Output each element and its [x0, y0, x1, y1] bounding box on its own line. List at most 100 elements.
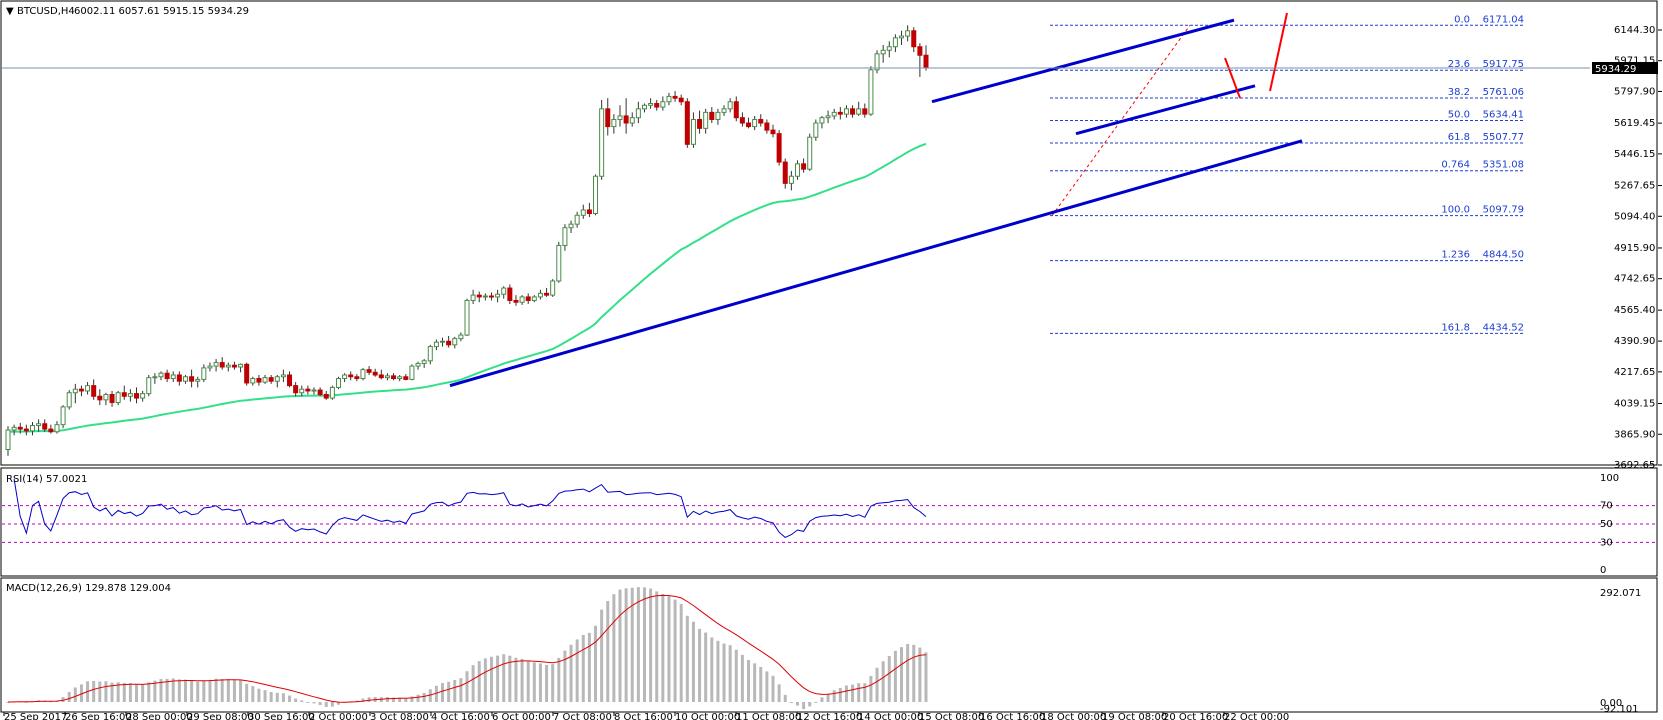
macd-histogram-bar: [655, 591, 659, 702]
macd-histogram-bar: [728, 645, 732, 702]
macd-histogram-bar: [594, 625, 598, 702]
fib-price: 5761.06: [1483, 87, 1524, 98]
price-scale-label: 5094.40: [1614, 211, 1655, 222]
macd-label: MACD(12,26,9) 129.878 129.004: [6, 583, 171, 594]
bear-candle: [97, 395, 103, 401]
macd-scale-label: -92.101: [1600, 704, 1639, 715]
macd-histogram-bar: [661, 593, 665, 702]
bear-candle: [770, 129, 776, 135]
price-scale-label: 3865.90: [1614, 429, 1655, 440]
price-scale-label: 5797.90: [1614, 86, 1655, 97]
time-label: 3 Oct 08:00: [370, 712, 429, 720]
price-scale-label: 5619.45: [1614, 118, 1655, 129]
rsi-line: [13, 478, 927, 538]
macd-histogram-bar: [820, 697, 824, 702]
time-label: 30 Sep 16:00: [248, 712, 315, 720]
bull-candle: [593, 175, 599, 215]
bull-candle: [905, 30, 911, 37]
bull-candle: [36, 423, 42, 427]
down-arrow-line: [1224, 57, 1241, 99]
macd-histogram-bar: [520, 658, 524, 702]
macd-histogram-bar: [196, 681, 200, 702]
macd-histogram-bar: [453, 679, 457, 702]
bear-candle: [256, 378, 262, 383]
macd-histogram-bar: [214, 678, 218, 702]
macd-histogram-bar: [722, 643, 726, 702]
macd-histogram-bar: [514, 657, 518, 702]
macd-histogram-bar: [159, 678, 163, 702]
macd-histogram-bar: [814, 701, 818, 703]
bull-candle: [495, 293, 501, 298]
macd-histogram-bar: [893, 650, 897, 702]
price-scale-label: 5971.15: [1614, 56, 1655, 67]
bull-candle: [843, 108, 849, 115]
bull-candle: [868, 69, 874, 115]
bear-candle: [605, 108, 611, 128]
fib-ratio: 161.8: [1441, 322, 1470, 333]
symbol-label: BTCUSD,H4: [17, 6, 75, 17]
price-scale: 6144.30 5971.15 5797.90 5619.45 5446.15 5267.…: [1614, 25, 1662, 471]
macd-histogram-bar: [141, 684, 145, 702]
macd-histogram-bar: [851, 684, 855, 702]
bull-candle: [127, 393, 133, 397]
macd-indicator: 292.071 0.00-92.101: [6, 587, 1641, 715]
macd-histogram-bar: [759, 666, 763, 702]
bull-candle: [146, 377, 152, 395]
macd-histogram-bar: [698, 628, 702, 702]
price-scale-label: 4217.65: [1614, 367, 1655, 378]
bear-candle: [366, 369, 372, 373]
bull-candle: [458, 334, 464, 340]
time-label: 26 Sep 16:00: [65, 712, 132, 720]
bear-candle: [733, 101, 739, 119]
macd-histogram-bar: [747, 660, 751, 702]
fib-ratio: 50.0: [1448, 109, 1470, 120]
macd-histogram-bar: [165, 678, 169, 702]
rsi-panel-frame: [0, 467, 1658, 577]
bull-candle: [213, 362, 219, 367]
bull-candle: [201, 367, 207, 380]
macd-histogram-bar: [330, 702, 334, 707]
bear-candle: [684, 101, 690, 145]
moving-average: [7, 142, 927, 433]
macd-histogram-bar: [275, 692, 279, 702]
macd-histogram-bar: [563, 650, 567, 702]
macd-histogram-bar: [624, 588, 628, 702]
macd-histogram-bar: [398, 697, 402, 702]
rsi-label: RSI(14) 57.0021: [6, 474, 87, 485]
bull-candle: [580, 209, 586, 216]
bear-candle: [317, 389, 323, 395]
macd-histogram-bar: [147, 682, 151, 702]
bull-candle: [262, 377, 268, 383]
time-label: 8 Oct 16:00: [614, 712, 673, 720]
macd-histogram-bar: [128, 683, 132, 702]
bull-candle: [329, 386, 335, 399]
bear-candle: [513, 299, 519, 303]
bull-candle: [727, 101, 733, 110]
time-label: 6 Oct 00:00: [492, 712, 551, 720]
macd-histogram-bar: [716, 640, 720, 702]
bull-candle: [666, 95, 672, 103]
bull-candle: [611, 118, 617, 128]
macd-histogram-bar: [257, 688, 261, 702]
bull-candle: [335, 378, 341, 388]
macd-histogram-bar: [67, 691, 71, 702]
macd-histogram-bar: [336, 702, 340, 705]
macd-histogram-bar: [404, 698, 408, 702]
macd-histogram-bar: [918, 647, 922, 702]
macd-histogram-bar: [428, 689, 432, 702]
macd-histogram-bar: [465, 671, 469, 702]
macd-histogram-bar: [900, 647, 904, 702]
bull-candle: [464, 299, 470, 336]
price-scale-label: 4915.90: [1614, 243, 1655, 254]
bull-candle: [556, 244, 562, 282]
bear-candle: [372, 371, 378, 376]
bear-candle: [746, 122, 752, 128]
macd-histogram-bar: [753, 663, 757, 702]
bull-candle: [617, 115, 623, 120]
bull-candle: [60, 406, 66, 426]
bull-candle: [421, 360, 427, 364]
trendline: [1075, 84, 1256, 136]
collapse-arrow-icon[interactable]: ▼: [6, 6, 14, 17]
bull-candle: [703, 111, 709, 129]
bull-candle: [238, 363, 244, 368]
